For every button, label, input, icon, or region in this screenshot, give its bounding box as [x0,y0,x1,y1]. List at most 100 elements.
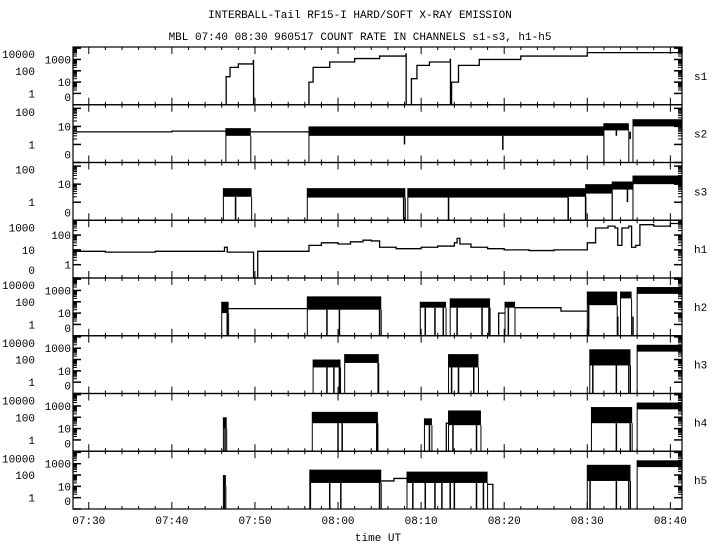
count-rate-band-s2 [308,126,604,136]
series-line-s1 [225,59,255,106]
y-tick-label: 10 [58,78,71,90]
y-tick-label: 10000 [2,281,35,293]
y-tick-label: 1 [64,261,71,273]
y-tick-label: 0 [64,93,71,105]
series-line-h1 [73,222,683,279]
count-rate-band-h2 [221,301,229,314]
count-rate-band-h4 [637,402,682,410]
y-tick-label: 100 [15,67,35,79]
x-tick-label: 07:40 [155,516,188,528]
x-tick-label: 08:40 [654,516,687,528]
x-tick-label: 08:20 [488,516,521,528]
x-tick-label: 07:30 [72,516,105,528]
series-line-s1 [410,58,452,106]
y-tick-label: 0 [64,324,71,336]
count-rate-band-h2 [420,301,447,308]
series-line-s1 [308,53,407,106]
panel-h2: 0 1 10 100 1000 10000 h2 [2,277,707,337]
y-tick-label: 10000 [2,454,35,466]
y-tick-label: 1000 [9,223,35,235]
y-tick-label: 10 [58,180,71,192]
count-rate-band-h2 [505,301,516,308]
count-rate-band-h3 [448,354,479,368]
count-rate-band-s3 [407,188,569,198]
count-rate-band-h3 [589,349,631,366]
series-line-s1 [450,49,683,106]
count-rate-band-h3 [313,359,341,368]
panel-h5: 0 1 10 100 1000 10000 h5 [2,450,707,510]
y-tick-label: 1 [28,436,35,448]
y-tick-label: 1 [28,140,35,152]
count-rate-band-s2 [225,128,251,136]
channel-label: h2 [694,303,707,315]
count-rate-band-s3 [585,184,613,194]
y-tick-label: 10000 [2,397,35,409]
chart-subtitle: MBL 07:40 08:30 960517 COUNT RATE IN CHA… [169,32,552,44]
y-tick-label: 10 [58,425,71,437]
count-rate-band-s3 [223,188,252,197]
channel-label: h5 [694,476,707,488]
panel-s1: 0 1 10 100 1000 10000 s1 [2,46,708,106]
channel-label: h4 [694,418,708,430]
count-rate-band-h4 [312,411,378,424]
series-line-h2 [515,307,588,312]
panel-h4: 0 1 10 100 1000 10000 h4 [2,392,708,452]
y-tick-label: 1000 [45,402,71,414]
y-tick-label: 1000 [45,344,71,356]
count-rate-band-s3 [568,188,586,197]
channel-label: s3 [694,187,707,199]
y-tick-label: 10000 [2,339,35,351]
y-tick-label: 1000 [45,460,71,472]
y-tick-label: 0 [64,151,71,163]
y-tick-label: 100 [51,231,71,243]
y-tick-label: 0 [64,382,71,394]
panel-s3: 0 1 10 100 s3 [15,161,707,221]
channel-label: s2 [694,130,707,142]
y-tick-label: 1 [28,494,35,506]
x-tick-label: 08:30 [571,516,604,528]
y-tick-label: 10 [58,122,71,134]
y-tick-label: 0 [28,266,35,278]
y-tick-label: 0 [64,497,71,509]
channel-label: h1 [694,245,708,257]
count-rate-band-h2 [450,298,491,308]
count-rate-band-s3 [632,175,682,185]
series-line-h5 [487,483,494,509]
count-rate-band-h4 [591,407,633,424]
y-tick-label: 10 [22,246,35,258]
y-tick-label: 0 [64,208,71,220]
channel-label: s1 [694,72,708,84]
y-tick-label: 1 [28,378,35,390]
channel-label: h3 [694,361,707,373]
y-tick-label: 100 [15,413,35,425]
count-rate-band-h5 [587,464,631,481]
y-tick-label: 10 [58,482,71,494]
y-tick-label: 0 [64,439,71,451]
x-tick-label: 08:00 [322,516,355,528]
y-tick-label: 1000 [45,286,71,298]
y-tick-label: 1 [28,320,35,332]
x-axis-label: time UT [355,533,402,545]
count-rate-band-h4 [448,410,481,426]
series-line-h5 [381,477,407,482]
y-tick-label: 100 [15,108,35,120]
y-tick-label: 10 [58,309,71,321]
count-rate-band-h5 [223,475,226,487]
series-line-s2 [73,130,227,133]
count-rate-band-h5 [406,471,488,483]
count-rate-band-h5 [637,460,682,468]
y-tick-label: 100 [15,356,35,368]
count-rate-band-h2 [620,291,632,299]
count-rate-band-s3 [612,181,633,190]
count-rate-band-s3 [307,188,406,198]
count-rate-band-s2 [603,123,629,131]
y-tick-label: 10 [58,367,71,379]
y-tick-label: 100 [15,471,35,483]
panel-h3: 0 1 10 100 1000 10000 h3 [2,335,707,395]
y-tick-label: 10000 [2,50,35,62]
count-rate-band-h4 [223,417,227,429]
panel-frame [72,219,683,279]
count-rate-band-s2 [632,119,682,127]
